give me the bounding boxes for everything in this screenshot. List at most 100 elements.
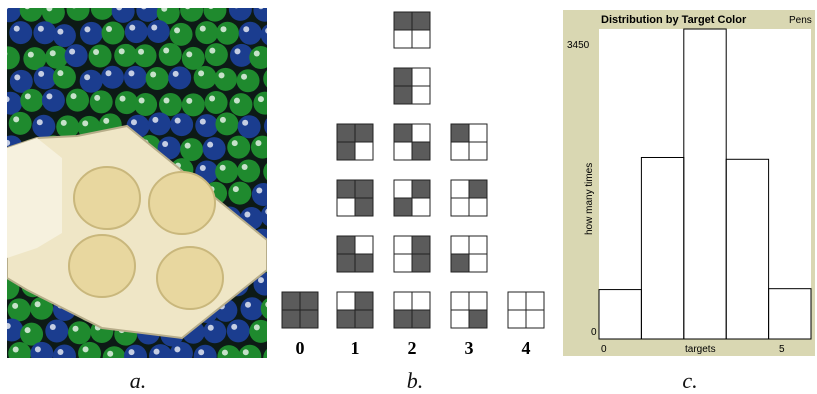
x-max-label: 5 (779, 344, 785, 355)
combinations-svg: 0 1 2 3 4 (281, 11, 545, 358)
sample-well (73, 166, 141, 230)
green-marble (45, 45, 69, 69)
green-marble (20, 88, 44, 112)
blue-marble (33, 66, 57, 90)
grid-3-2 (450, 235, 488, 273)
dark-cell (450, 253, 470, 273)
sample-well (156, 246, 224, 310)
light-cell (411, 123, 431, 143)
plot-title: Distribution by Target Color (601, 14, 747, 26)
dark-cell (393, 85, 413, 105)
light-cell (336, 197, 356, 217)
green-marble (23, 47, 47, 71)
blue-marble (100, 65, 124, 89)
dark-cell (281, 291, 301, 311)
light-cell (450, 179, 470, 199)
light-cell (507, 309, 527, 329)
light-cell (468, 291, 488, 311)
y-axis-label: how many times (584, 163, 595, 235)
blue-marble (202, 137, 226, 161)
green-marble (204, 43, 228, 67)
grid-1-0 (336, 123, 374, 161)
dark-cell (411, 235, 431, 255)
dark-cell (354, 197, 374, 217)
green-marble (89, 90, 113, 114)
dark-cell (411, 11, 431, 31)
dark-cell (299, 309, 319, 329)
light-cell (468, 235, 488, 255)
bar-4 (768, 288, 812, 340)
bar-3 (725, 158, 770, 340)
green-marble (134, 92, 158, 116)
blue-marble (238, 21, 262, 45)
light-cell (468, 141, 488, 161)
light-cell (468, 197, 488, 217)
green-marble (88, 44, 112, 68)
dark-cell (299, 291, 319, 311)
light-cell (450, 291, 470, 311)
marble-sampler-photo (0, 0, 288, 370)
dark-cell (411, 141, 431, 161)
y-min-label: 0 (591, 327, 597, 338)
sampler-tray (6, 124, 268, 340)
grid-3-0 (450, 123, 488, 161)
grid-2-0 (393, 11, 431, 49)
column-label-1: 1 (351, 338, 360, 358)
blue-marble (170, 113, 194, 137)
dark-cell (336, 309, 356, 329)
light-cell (468, 123, 488, 143)
grid-3-3 (450, 291, 488, 329)
histogram-bars (598, 28, 812, 340)
light-cell (354, 235, 374, 255)
light-cell (393, 141, 413, 161)
green-marble (145, 66, 169, 90)
green-marble (215, 160, 239, 184)
blue-marble (45, 319, 69, 343)
column-label-2: 2 (408, 338, 417, 358)
green-marble (7, 298, 31, 322)
dark-cell (354, 253, 374, 273)
light-cell (450, 141, 470, 161)
blue-marble (64, 44, 88, 68)
green-marble (169, 22, 193, 46)
combinations-diagram: 0 1 2 3 4 (270, 8, 560, 358)
green-marble (158, 93, 182, 117)
x-axis-label: targets (685, 344, 716, 355)
dark-cell (468, 179, 488, 199)
grid-1-2 (336, 235, 374, 273)
green-marble (193, 65, 217, 89)
blue-marble (9, 69, 33, 93)
sample-well (68, 234, 136, 298)
grid-1-1 (336, 179, 374, 217)
dark-cell (411, 309, 431, 329)
dark-cell (393, 123, 413, 143)
column-label-3: 3 (465, 338, 474, 358)
blue-marble (9, 21, 33, 45)
marble-pit-image (0, 0, 288, 370)
x-min-label: 0 (601, 344, 607, 355)
grid-1-3 (336, 291, 374, 329)
green-marble (56, 115, 80, 139)
green-marble (52, 65, 76, 89)
dark-cell (354, 179, 374, 199)
dark-cell (336, 123, 356, 143)
dark-cell (354, 123, 374, 143)
green-marble (214, 67, 238, 91)
green-marble (30, 296, 54, 320)
dark-cell (336, 253, 356, 273)
green-marble (204, 90, 228, 114)
blue-marble (147, 112, 171, 136)
green-marble (215, 112, 239, 136)
pens-label: Pens (789, 15, 812, 26)
dark-cell (354, 291, 374, 311)
green-marble (158, 42, 182, 66)
light-cell (354, 141, 374, 161)
light-cell (393, 179, 413, 199)
grid-2-2 (393, 123, 431, 161)
blue-marble (157, 136, 181, 160)
blue-marble (123, 65, 147, 89)
dark-cell (393, 67, 413, 87)
blue-marble (240, 297, 264, 321)
dark-cell (393, 197, 413, 217)
y-max-label: 3450 (567, 40, 590, 51)
